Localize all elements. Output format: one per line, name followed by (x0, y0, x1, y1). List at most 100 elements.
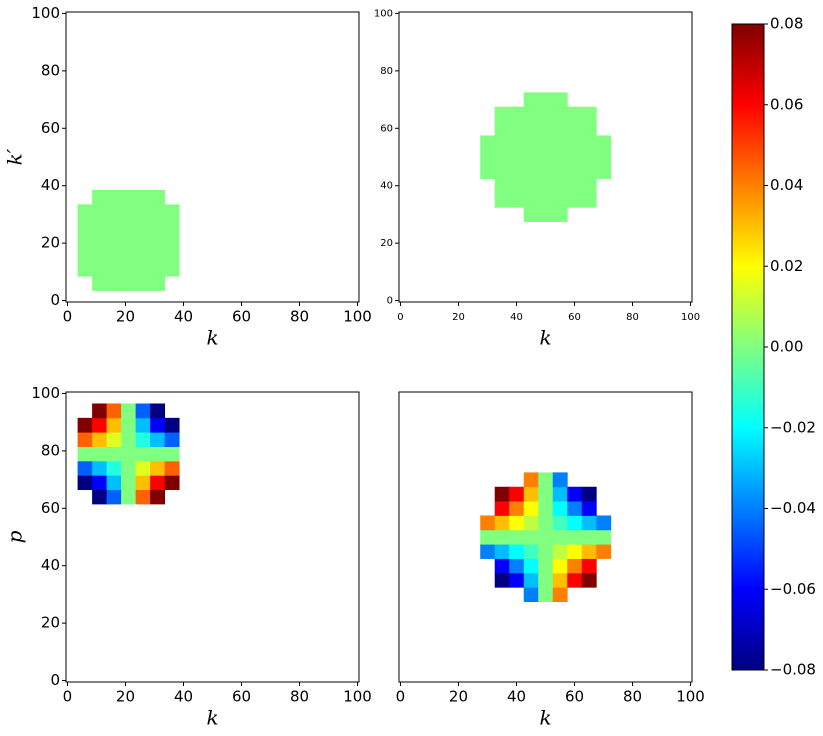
panel: 0 20 40 60 80 100 k (396, 391, 705, 730)
heat-cell (77, 261, 93, 277)
heat-cell (567, 135, 583, 151)
heat-cell (494, 544, 510, 559)
heat-cell (135, 204, 151, 220)
heat-cell (581, 486, 597, 502)
heat-cell (567, 558, 583, 574)
heat-cell (494, 501, 510, 516)
heat-cell (538, 558, 554, 574)
heat-cell (523, 587, 539, 603)
heat-cell (567, 572, 583, 588)
colorbar-tick-label: −0.04 (770, 499, 816, 517)
heat-cell (538, 207, 554, 223)
heat-cell (567, 501, 583, 516)
heat-cell (92, 475, 108, 491)
y-tick-label: 100 (31, 384, 60, 402)
heat-cell (150, 403, 166, 419)
heat-cell (538, 544, 554, 559)
colorbar-tick-label: 0.08 (770, 15, 803, 33)
y-tick-label: 40 (41, 176, 60, 194)
heat-cell (509, 515, 525, 531)
x-tick-label: 80 (623, 688, 642, 706)
heat-cell (150, 276, 166, 291)
heat-cell (121, 446, 137, 462)
colorbar (732, 24, 764, 670)
x-axis-label: k (539, 326, 551, 350)
heat-cell (581, 106, 597, 122)
heat-cell (596, 135, 612, 151)
heat-cell (164, 460, 180, 476)
heat-cell (150, 204, 166, 220)
heat-cell (509, 192, 525, 208)
x-tick-label: 100 (681, 312, 700, 323)
heat-cell (552, 515, 568, 531)
heat-cell (567, 121, 583, 136)
x-tick-label: 60 (232, 308, 251, 326)
heat-cell (494, 529, 510, 545)
y-tick-label: 0 (387, 296, 393, 307)
heat-cell (77, 475, 93, 491)
y-tick-label: 0 (50, 291, 60, 309)
y-tick-label: 80 (41, 441, 60, 459)
x-tick-label: 40 (507, 688, 526, 706)
heat-cell (121, 204, 137, 220)
heat-cell (135, 446, 151, 462)
y-tick-label: 0 (50, 671, 60, 689)
heat-cell (552, 472, 568, 488)
x-axis-label: k (539, 706, 551, 730)
heat-cell (77, 446, 93, 462)
heat-cell (494, 164, 510, 179)
heat-cell (523, 164, 539, 179)
heat-cell (523, 106, 539, 122)
heat-cell (552, 178, 568, 194)
y-tick-label: 20 (41, 614, 60, 632)
heat-cell (581, 501, 597, 516)
x-tick-label: 20 (449, 688, 468, 706)
heat-cell (135, 403, 151, 419)
heat-cell (523, 486, 539, 502)
heat-cell (538, 587, 554, 603)
heat-cell (164, 204, 180, 220)
heat-cell (581, 178, 597, 194)
heat-cell (538, 135, 554, 151)
heat-cell (567, 544, 583, 559)
heat-cell (523, 529, 539, 545)
heat-cell (509, 529, 525, 545)
heat-cell (106, 247, 122, 263)
heat-cell (596, 149, 612, 165)
heat-cell (509, 121, 525, 136)
heat-cell (552, 192, 568, 208)
heat-cell (567, 515, 583, 531)
heat-cell (480, 164, 496, 179)
heat-cell (509, 135, 525, 151)
heat-cell (106, 460, 122, 476)
heat-cell (567, 164, 583, 179)
heat-cell (92, 204, 108, 220)
heat-cell (523, 558, 539, 574)
heat-cell (164, 261, 180, 277)
heat-cell (494, 558, 510, 574)
heat-cell (509, 572, 525, 588)
heat-cell (567, 192, 583, 208)
y-tick-label: 80 (41, 61, 60, 79)
heat-cell (164, 446, 180, 462)
heat-cell (92, 403, 108, 419)
heat-cell (150, 233, 166, 248)
heat-cell (538, 92, 554, 108)
heat-cell (538, 515, 554, 531)
heat-cell (121, 489, 137, 505)
heat-cell (494, 515, 510, 531)
heat-cell (596, 515, 612, 531)
heat-cell (581, 515, 597, 531)
heat-cell (538, 486, 554, 502)
y-axis-label: p (3, 530, 27, 543)
heat-cell (77, 432, 93, 447)
heat-cell (538, 529, 554, 545)
heat-cell (523, 472, 539, 488)
heat-cell (106, 218, 122, 234)
heat-cell (150, 261, 166, 277)
heat-cell (581, 149, 597, 165)
heat-cell (509, 149, 525, 165)
x-tick-label: 100 (676, 688, 705, 706)
heat-cell (581, 544, 597, 559)
